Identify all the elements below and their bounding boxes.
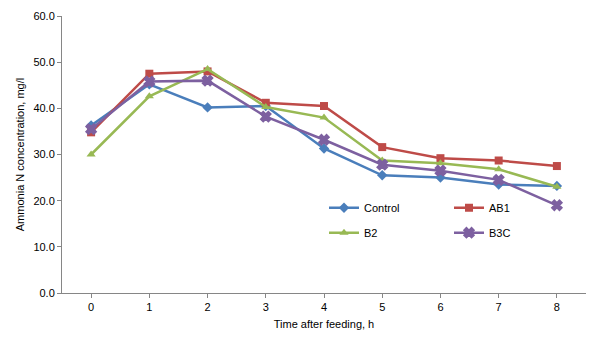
svg-text:30.0: 30.0 xyxy=(33,148,54,160)
svg-text:60.0: 60.0 xyxy=(33,10,54,22)
svg-text:4: 4 xyxy=(321,301,327,313)
svg-text:Ammonia N concentration, mg/l: Ammonia N concentration, mg/l xyxy=(14,78,26,231)
svg-text:Control: Control xyxy=(364,202,399,214)
svg-text:8: 8 xyxy=(554,301,560,313)
svg-text:10.0: 10.0 xyxy=(33,241,54,253)
svg-text:40.0: 40.0 xyxy=(33,102,54,114)
svg-text:7: 7 xyxy=(496,301,502,313)
svg-text:Time after feeding, h: Time after feeding, h xyxy=(274,318,374,330)
svg-text:0: 0 xyxy=(88,301,94,313)
svg-text:1: 1 xyxy=(146,301,152,313)
svg-text:2: 2 xyxy=(204,301,210,313)
svg-text:20.0: 20.0 xyxy=(33,195,54,207)
svg-text:3: 3 xyxy=(263,301,269,313)
svg-text:6: 6 xyxy=(437,301,443,313)
svg-text:50.0: 50.0 xyxy=(33,56,54,68)
svg-text:B2: B2 xyxy=(364,227,377,239)
svg-text:0.0: 0.0 xyxy=(40,287,55,299)
svg-text:5: 5 xyxy=(379,301,385,313)
svg-text:AB1: AB1 xyxy=(489,202,510,214)
svg-text:B3C: B3C xyxy=(489,227,510,239)
